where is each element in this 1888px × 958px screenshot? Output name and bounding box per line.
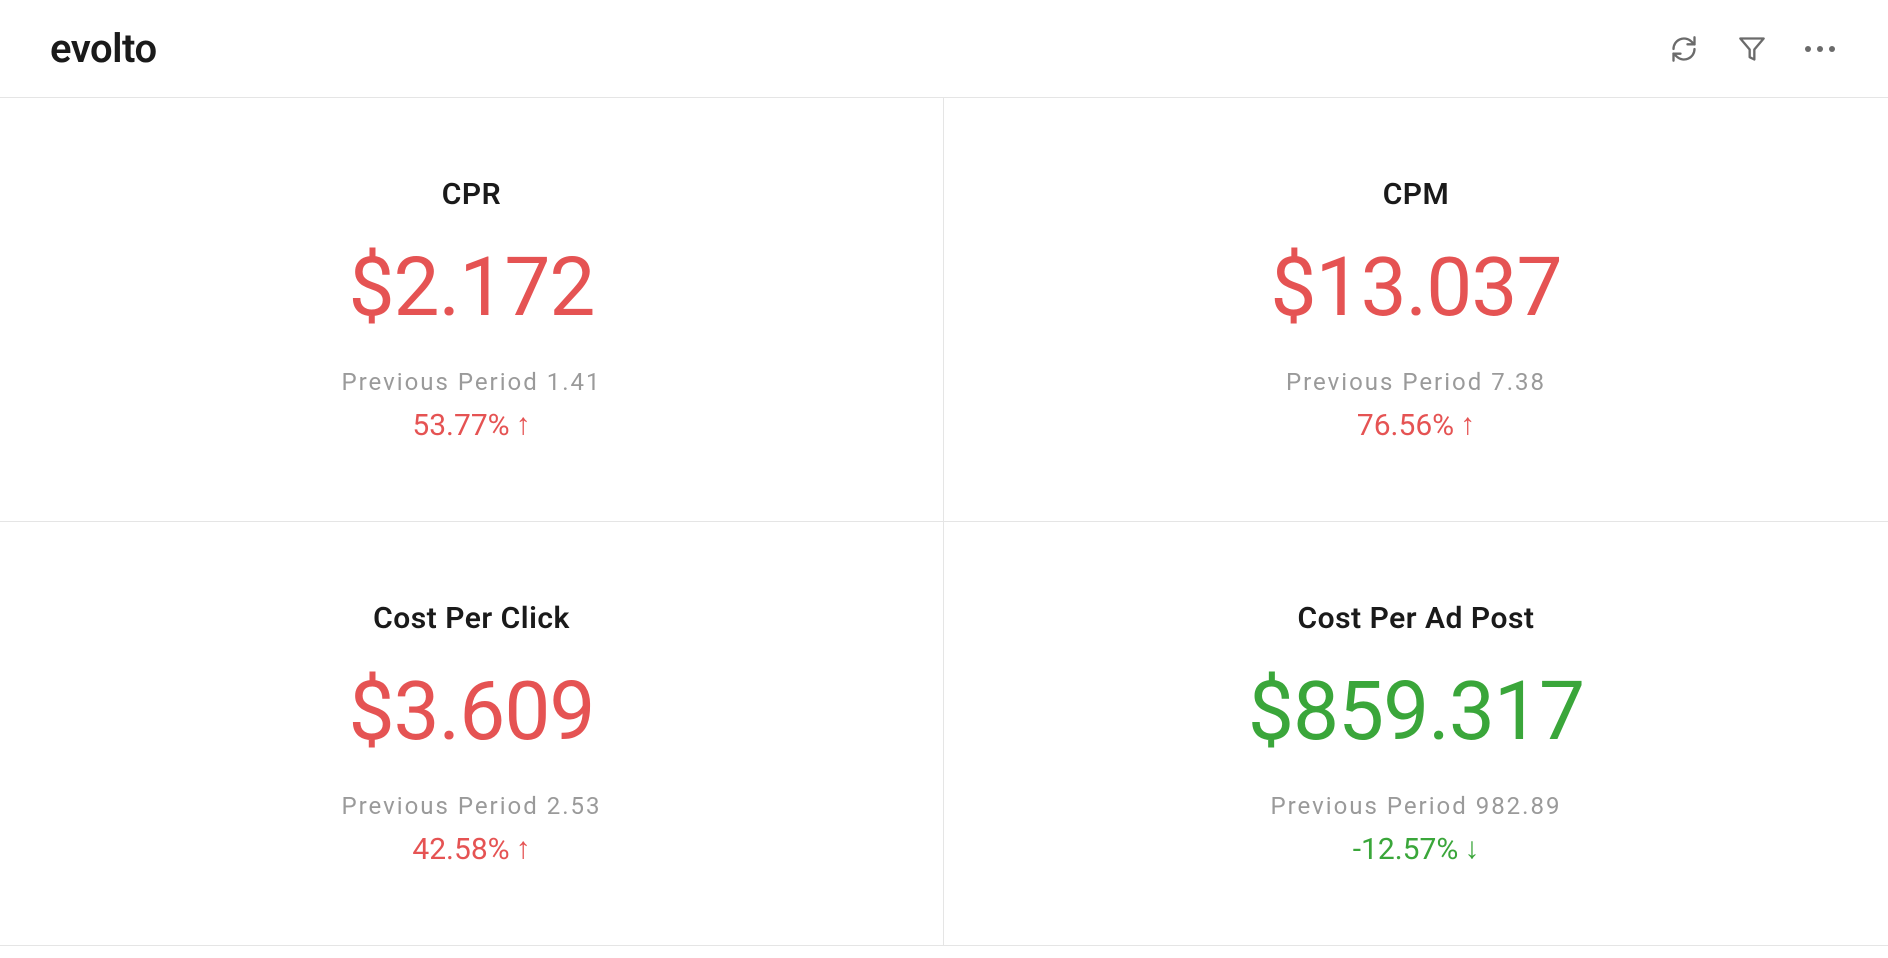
- metric-title: CPM: [1383, 177, 1450, 212]
- metric-change: 53.77% ↑: [412, 408, 530, 443]
- arrow-up-icon: ↑: [516, 834, 531, 864]
- metric-previous: Previous Period 7.38: [1286, 368, 1546, 396]
- more-button[interactable]: [1802, 31, 1838, 67]
- metric-change: 76.56% ↑: [1357, 408, 1475, 443]
- arrow-down-icon: ↓: [1464, 834, 1479, 864]
- metric-card-cost-per-ad-post: Cost Per Ad Post $859.317 Previous Perio…: [944, 522, 1888, 946]
- arrow-up-icon: ↑: [516, 410, 531, 440]
- metric-previous: Previous Period 2.53: [342, 792, 602, 820]
- metric-card-cpr: CPR $2.172 Previous Period 1.41 53.77% ↑: [0, 98, 944, 522]
- metric-change-value: 53.77%: [412, 408, 509, 443]
- header-actions: [1666, 31, 1838, 67]
- metric-card-cost-per-click: Cost Per Click $3.609 Previous Period 2.…: [0, 522, 944, 946]
- metric-previous: Previous Period 1.41: [342, 368, 602, 396]
- metric-value: $3.609: [348, 664, 594, 760]
- filter-button[interactable]: [1734, 31, 1770, 67]
- metric-change: -12.57% ↓: [1353, 832, 1480, 867]
- refresh-button[interactable]: [1666, 31, 1702, 67]
- metric-change-value: 76.56%: [1357, 408, 1454, 443]
- header: evolto: [0, 0, 1888, 98]
- more-icon: [1805, 46, 1835, 52]
- metric-change-value: -12.57%: [1353, 832, 1459, 867]
- metric-title: Cost Per Click: [373, 601, 570, 636]
- metric-change: 42.58% ↑: [412, 832, 530, 867]
- metric-title: Cost Per Ad Post: [1298, 601, 1535, 636]
- filter-icon: [1738, 35, 1766, 63]
- metric-value: $13.037: [1270, 240, 1561, 336]
- refresh-icon: [1670, 35, 1698, 63]
- arrow-up-icon: ↑: [1460, 410, 1475, 440]
- brand-title: evolto: [50, 25, 157, 72]
- metric-card-cpm: CPM $13.037 Previous Period 7.38 76.56% …: [944, 98, 1888, 522]
- metric-value: $2.172: [348, 240, 594, 336]
- metric-title: CPR: [442, 177, 501, 212]
- metric-value: $859.317: [1248, 664, 1584, 760]
- metrics-grid: CPR $2.172 Previous Period 1.41 53.77% ↑…: [0, 98, 1888, 946]
- metric-change-value: 42.58%: [412, 832, 509, 867]
- metric-previous: Previous Period 982.89: [1271, 792, 1562, 820]
